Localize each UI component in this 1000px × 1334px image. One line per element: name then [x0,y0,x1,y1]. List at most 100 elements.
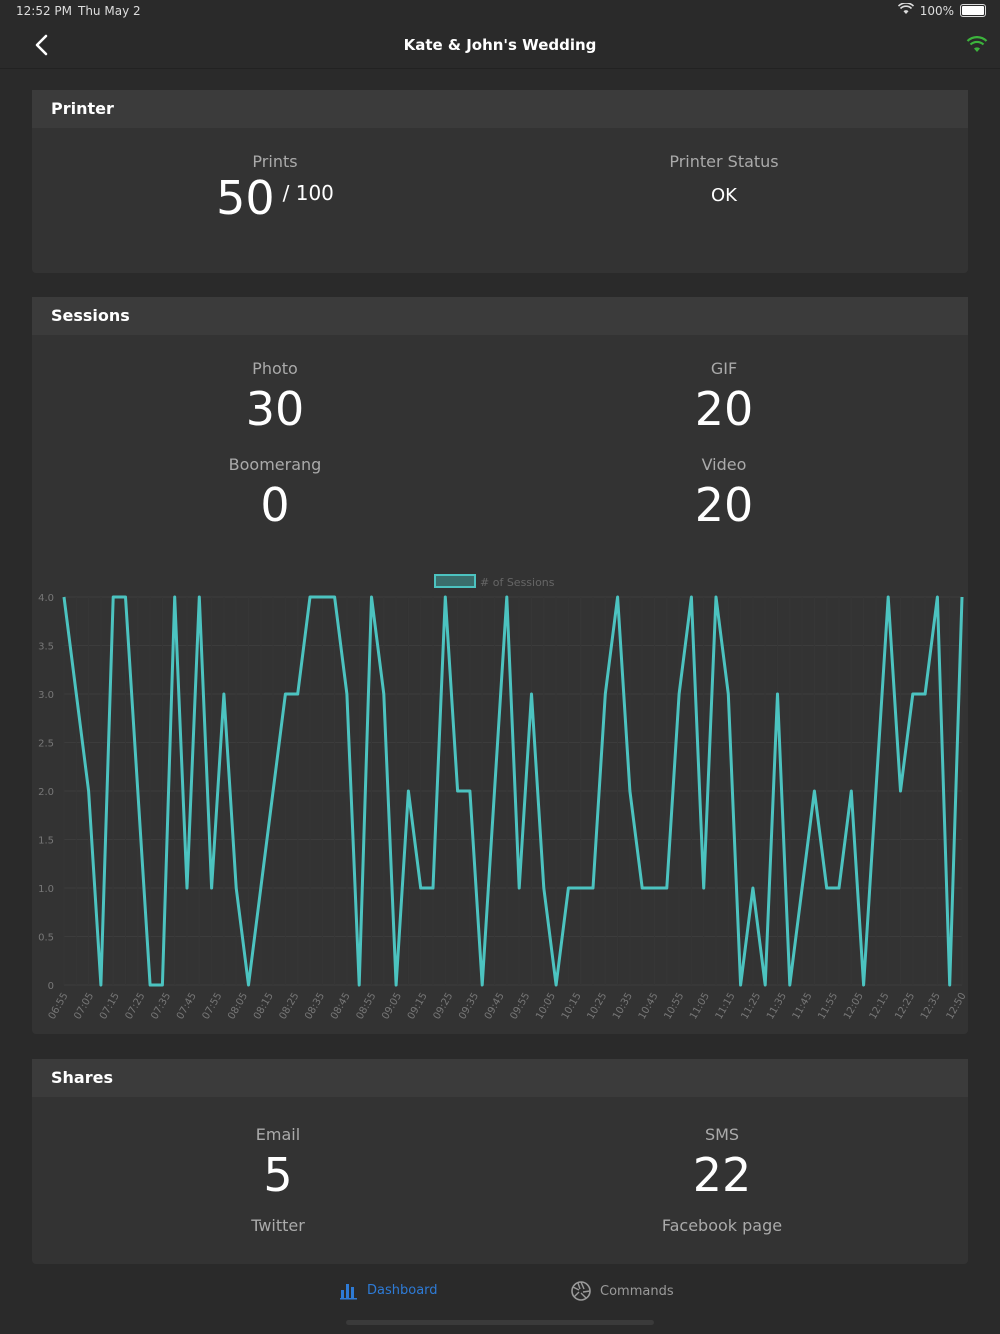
x-tick-label: 09:35 [457,991,481,1021]
home-indicator [346,1320,654,1325]
video-stat: Video 20 [574,455,874,532]
x-tick-label: 10:25 [585,991,609,1021]
chevron-left-icon [35,34,48,56]
x-tick-label: 11:35 [765,991,789,1021]
boomerang-label: Boomerang [228,455,322,474]
gif-stat: GIF 20 [574,359,874,436]
x-tick-label: 08:35 [303,991,327,1021]
x-tick-label: 08:05 [226,991,250,1021]
back-button[interactable] [30,32,56,58]
battery-percent: 100% [919,3,954,18]
y-tick-label: 0 [48,981,54,992]
y-tick-label: 2.0 [38,787,54,798]
x-tick-label: 10:05 [534,991,558,1021]
x-tick-label: 07:45 [175,991,199,1021]
status-time: 12:52 PM [16,4,72,18]
x-tick-label: 08:55 [355,991,379,1021]
x-tick-label: 10:55 [662,991,686,1021]
shares-header: Shares [32,1059,968,1097]
prints-label: Prints [252,152,298,171]
status-right: 100% [897,2,986,18]
wifi-status-icon [897,2,914,18]
photo-label: Photo [252,359,298,378]
x-tick-label: 10:15 [560,991,584,1021]
x-tick-label: 12:35 [919,991,943,1021]
x-tick-label: 11:45 [791,991,815,1021]
y-tick-label: 0.5 [38,933,54,944]
status-date: Thu May 2 [78,4,141,18]
connection-wifi-icon [966,36,988,57]
tab-commands-label: Commands [600,1283,674,1299]
gif-value: 20 [694,382,754,436]
x-tick-label: 09:25 [432,991,456,1021]
sessions-card: Sessions Photo 30 GIF 20 Boomerang 0 Vid… [32,297,968,1034]
aperture-icon [571,1281,591,1301]
x-tick-label: 09:15 [406,991,430,1021]
x-tick-label: 09:05 [380,991,404,1021]
x-tick-label: 08:25 [278,991,302,1021]
chart-legend: # of Sessions [434,574,555,589]
x-tick-label: 12:50 [945,991,968,1021]
photo-stat: Photo 30 [125,359,425,436]
prints-total: / 100 [282,181,334,205]
y-tick-label: 3.5 [38,642,54,653]
sms-stat: SMS 22 Facebook page [572,1125,872,1235]
nav-bar: Kate & John's Wedding [0,24,1000,69]
printer-card: Printer Prints 50 / 100 Printer Status O… [32,90,968,273]
y-tick-label: 2.5 [38,739,54,750]
series-line [62,595,964,987]
x-tick-label: 10:45 [637,991,661,1021]
email-label: Email [255,1125,301,1144]
gif-label: GIF [710,359,738,378]
sessions-header: Sessions [32,297,968,335]
status-bar: 12:52 PM Thu May 2 100% [0,0,1000,24]
sessions-chart: # of Sessions 00.51.01.52.02.53.03.54.0 … [38,574,968,1021]
prints-value-group: 50 / 100 [125,171,425,225]
x-tick-label: 11:05 [688,991,712,1021]
chart-grid [63,596,963,986]
battery-icon [960,4,986,17]
x-tick-label: 07:25 [124,991,148,1021]
photo-value: 30 [245,382,305,436]
sms-value: 22 [692,1148,752,1202]
facebook-label: Facebook page [661,1216,783,1235]
x-tick-label: 07:35 [149,991,173,1021]
bar-chart-icon [340,1284,357,1300]
x-tick-label: 09:45 [483,991,507,1021]
x-tick-label: 11:55 [816,991,840,1021]
legend-swatch [434,574,476,588]
email-value: 5 [263,1148,293,1202]
video-value: 20 [694,478,754,532]
y-tick-label: 1.5 [38,836,54,847]
y-axis-ticks: 0 0.5 1.0 1.5 2.0 2.5 3.0 3.5 4.0 [38,593,54,992]
y-tick-label: 4.0 [38,593,54,604]
x-tick-label: 12:15 [868,991,892,1021]
tab-commands[interactable]: Commands [570,1280,674,1302]
tab-bar: Dashboard Commands [0,1268,1000,1334]
sms-label: SMS [704,1125,740,1144]
video-label: Video [701,455,747,474]
x-tick-label: 11:25 [739,991,763,1021]
x-tick-label: 07:15 [98,991,122,1021]
printer-header: Printer [32,90,968,128]
page-title: Kate & John's Wedding [403,36,597,54]
boomerang-stat: Boomerang 0 [125,455,425,532]
prints-value: 50 [216,171,275,225]
x-tick-label: 10:35 [611,991,635,1021]
x-tick-label: 12:25 [893,991,917,1021]
shares-card: Shares Email 5 Twitter SMS 22 Facebook p… [32,1059,968,1264]
printer-status-value: OK [711,185,737,206]
y-tick-label: 1.0 [38,884,54,895]
legend-label: # of Sessions [480,576,555,589]
tab-dashboard-label: Dashboard [367,1282,438,1298]
tab-dashboard[interactable]: Dashboard [339,1280,438,1300]
printer-status-label: Printer Status [669,152,779,171]
x-tick-label: 12:05 [842,991,866,1021]
x-tick-label: 09:55 [508,991,532,1021]
x-tick-label: 07:05 [72,991,96,1021]
email-stat: Email 5 Twitter [128,1125,428,1235]
boomerang-value: 0 [260,478,290,532]
prints-stat: Prints 50 / 100 [125,152,425,225]
x-axis-ticks: 06:55 07:05 07:15 07:25 07:35 07:45 07:55 08:05… [47,991,968,1021]
twitter-label: Twitter [251,1216,305,1235]
